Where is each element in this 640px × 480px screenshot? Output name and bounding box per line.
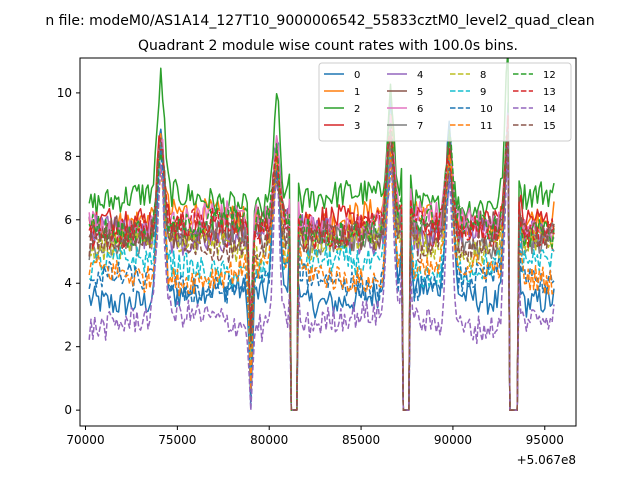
legend-label-8: 8 — [480, 70, 486, 81]
series-line-8 — [88, 129, 555, 411]
series-line-15 — [88, 130, 555, 411]
series-group — [88, 58, 555, 411]
legend-label-15: 15 — [543, 121, 556, 132]
axes-frame — [79, 57, 577, 427]
legend-label-6: 6 — [417, 104, 423, 115]
legend-label-0: 0 — [354, 70, 360, 81]
x-offset-label: +5.067e8 — [517, 453, 576, 467]
legend-label-3: 3 — [354, 121, 360, 132]
x-tick-label: 75000 — [158, 433, 196, 447]
x-tick-label: 90000 — [434, 433, 472, 447]
legend-label-7: 7 — [417, 121, 423, 132]
y-tick-label: 6 — [64, 213, 72, 227]
y-tick-label: 0 — [64, 403, 72, 417]
chart-title: Quadrant 2 module wise count rates with … — [138, 38, 518, 54]
legend-label-14: 14 — [543, 104, 556, 115]
y-tick-label: 8 — [64, 149, 72, 163]
legend-box — [318, 62, 572, 142]
y-tick-label: 10 — [57, 86, 72, 100]
x-tick-label: 95000 — [526, 433, 564, 447]
legend-label-4: 4 — [417, 70, 423, 81]
legend-label-5: 5 — [417, 87, 423, 98]
series-line-14 — [88, 138, 555, 411]
y-tick-label: 2 — [64, 340, 72, 354]
legend-label-13: 13 — [543, 87, 556, 98]
x-tick-label: 70000 — [66, 433, 104, 447]
legend-label-12: 12 — [543, 70, 556, 81]
x-tick-label: 85000 — [342, 433, 380, 447]
x-tick-label: 80000 — [250, 433, 288, 447]
legend-label-2: 2 — [354, 104, 360, 115]
legend-label-1: 1 — [354, 87, 360, 98]
legend-label-11: 11 — [480, 121, 493, 132]
legend-label-10: 10 — [480, 104, 493, 115]
legend-label-9: 9 — [480, 87, 486, 98]
y-tick-label: 4 — [64, 276, 72, 290]
series-line-11 — [88, 140, 555, 411]
figure-suptitle: n file: modeM0/AS1A14_127T10_9000006542_… — [45, 13, 594, 29]
series-line-2 — [88, 58, 555, 411]
series-line-10 — [88, 141, 555, 411]
plot-area: 70000 75000 80000 85000 90000 950000246810+5.… — [57, 57, 577, 467]
